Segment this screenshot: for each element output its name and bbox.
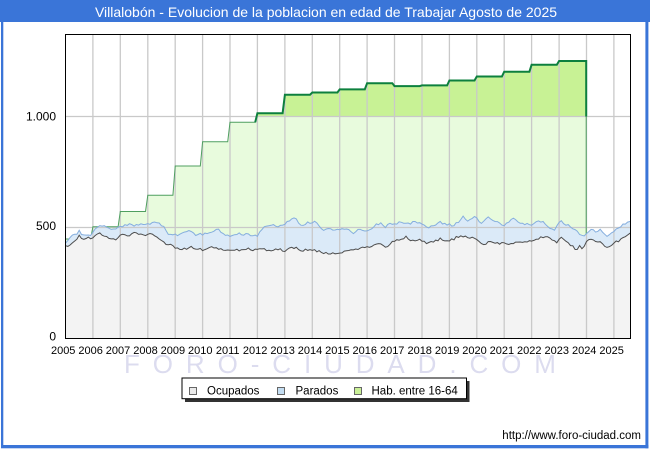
svg-text:Hab. entre 16-64: Hab. entre 16-64 bbox=[372, 386, 459, 398]
svg-text:2024: 2024 bbox=[572, 345, 596, 357]
svg-text:2005: 2005 bbox=[51, 345, 75, 357]
svg-text:2025: 2025 bbox=[599, 345, 623, 357]
svg-text:http://www.foro-ciudad.com: http://www.foro-ciudad.com bbox=[502, 430, 641, 442]
svg-text:2021: 2021 bbox=[490, 345, 514, 357]
svg-text:2012: 2012 bbox=[243, 345, 267, 357]
svg-text:2007: 2007 bbox=[106, 345, 130, 357]
svg-text:2015: 2015 bbox=[325, 345, 349, 357]
svg-text:2017: 2017 bbox=[380, 345, 404, 357]
svg-text:2023: 2023 bbox=[545, 345, 569, 357]
svg-text:Villalobón - Evolucion de la p: Villalobón - Evolucion de la poblacion e… bbox=[95, 4, 557, 20]
svg-text:2020: 2020 bbox=[462, 345, 486, 357]
svg-text:2011: 2011 bbox=[216, 345, 240, 357]
svg-text:Ocupados: Ocupados bbox=[207, 386, 260, 398]
svg-text:2018: 2018 bbox=[407, 345, 431, 357]
svg-text:2013: 2013 bbox=[270, 345, 294, 357]
svg-text:2008: 2008 bbox=[133, 345, 157, 357]
svg-text:2022: 2022 bbox=[517, 345, 541, 357]
svg-text:2019: 2019 bbox=[435, 345, 459, 357]
svg-text:0: 0 bbox=[49, 330, 56, 344]
svg-text:Parados: Parados bbox=[296, 386, 339, 398]
svg-text:2009: 2009 bbox=[161, 345, 185, 357]
svg-text:FORO-CIUDAD.COM: FORO-CIUDAD.COM bbox=[124, 349, 569, 379]
svg-text:2014: 2014 bbox=[298, 345, 322, 357]
svg-text:500: 500 bbox=[36, 219, 56, 233]
svg-text:2010: 2010 bbox=[188, 345, 212, 357]
svg-text:2016: 2016 bbox=[353, 345, 377, 357]
svg-text:1.000: 1.000 bbox=[26, 110, 56, 124]
svg-text:2006: 2006 bbox=[78, 345, 102, 357]
